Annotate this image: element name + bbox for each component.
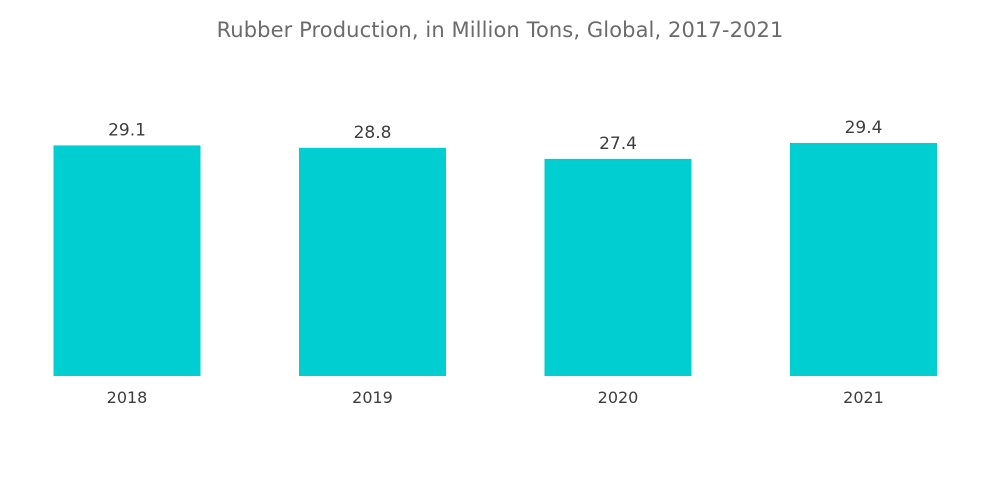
bar-2019: [299, 147, 446, 376]
x-tick-label-2021: 2021: [843, 388, 884, 407]
bar-2021: [790, 143, 937, 376]
x-tick-label-2018: 2018: [107, 388, 148, 407]
x-tick-label-2020: 2020: [598, 388, 639, 407]
data-label-2019: 28.8: [354, 123, 392, 143]
bars-group: [53, 143, 937, 376]
bar-2020: [544, 158, 692, 376]
x-tick-label-2019: 2019: [352, 388, 393, 407]
data-labels-group: 29.1 28.8 27.4 29.4: [108, 118, 882, 154]
data-label-2018: 29.1: [108, 120, 146, 140]
data-label-2020: 27.4: [599, 134, 637, 154]
chart-title: Rubber Production, in Million Tons, Glob…: [216, 18, 784, 42]
x-axis-tick-labels: 2018 2019 2020 2021: [107, 388, 884, 407]
data-label-2021: 29.4: [845, 118, 883, 138]
bar-2018: [53, 145, 201, 376]
